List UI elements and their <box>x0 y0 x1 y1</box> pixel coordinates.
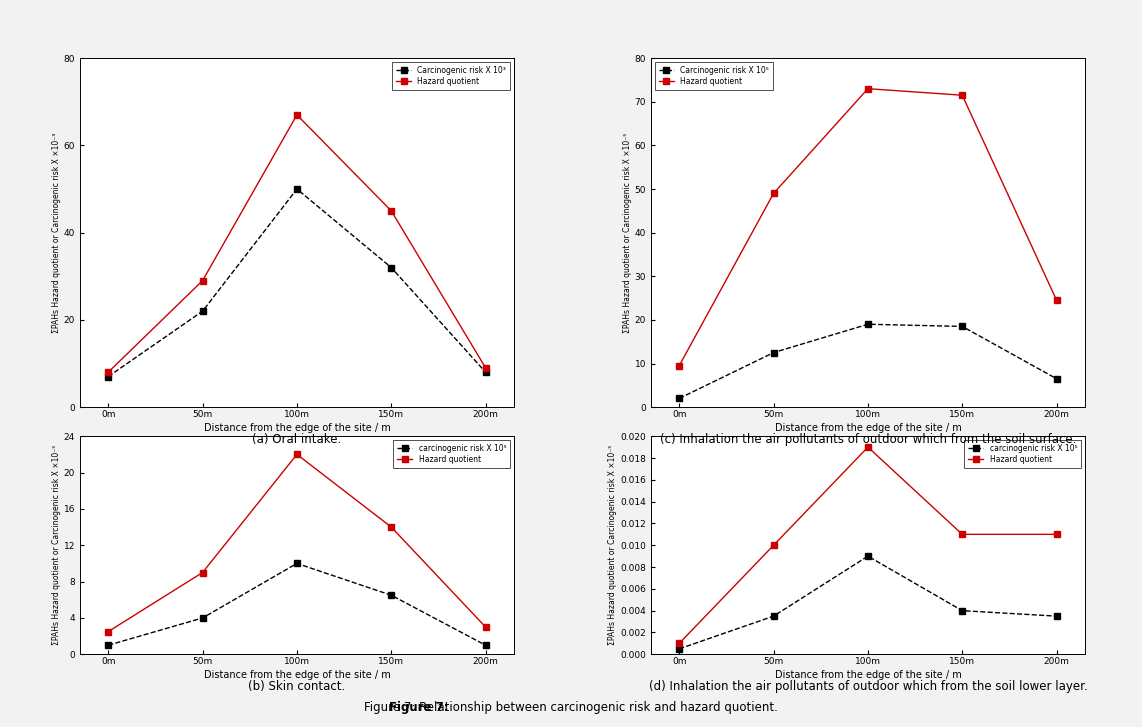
carcinogenic risk X 10⁵ <box>861 552 875 561</box>
Hazard quotient <box>956 530 970 539</box>
carcinogenic risk X 10⁵ <box>1049 611 1063 620</box>
Hazard quotient <box>1049 530 1063 539</box>
X-axis label: Distance from the edge of the site / m: Distance from the edge of the site / m <box>774 423 962 433</box>
Carcinogenic risk X 10⁵ <box>861 320 875 329</box>
Hazard quotient <box>385 523 399 531</box>
Text: (a) Oral intake.: (a) Oral intake. <box>252 433 341 446</box>
Hazard quotient <box>102 368 115 377</box>
Hazard quotient <box>1049 296 1063 305</box>
carcinogenic risk X 10⁵ <box>385 591 399 600</box>
Hazard quotient <box>766 189 780 198</box>
Line: Hazard quotient: Hazard quotient <box>676 86 1060 369</box>
Hazard quotient <box>861 443 875 451</box>
Legend: carcinogenic risk X 10⁵, Hazard quotient: carcinogenic risk X 10⁵, Hazard quotient <box>393 440 510 468</box>
Carcinogenic risk X 10⁵ <box>956 322 970 331</box>
Hazard quotient <box>290 111 304 119</box>
Carcinogenic risk X 10³ <box>290 185 304 193</box>
Line: Hazard quotient: Hazard quotient <box>105 451 489 635</box>
Legend: carcinogenic risk X 10⁵, Hazard quotient: carcinogenic risk X 10⁵, Hazard quotient <box>964 440 1081 468</box>
Carcinogenic risk X 10³ <box>385 263 399 272</box>
Hazard quotient <box>673 361 686 370</box>
Text: (d) Inhalation the air pollutants of outdoor which from the soil lower layer.: (d) Inhalation the air pollutants of out… <box>649 680 1087 693</box>
X-axis label: Distance from the edge of the site / m: Distance from the edge of the site / m <box>774 670 962 680</box>
X-axis label: Distance from the edge of the site / m: Distance from the edge of the site / m <box>203 670 391 680</box>
Hazard quotient <box>766 541 780 550</box>
Carcinogenic risk X 10³ <box>102 372 115 381</box>
Line: carcinogenic risk X 10⁵: carcinogenic risk X 10⁵ <box>105 561 489 648</box>
X-axis label: Distance from the edge of the site / m: Distance from the edge of the site / m <box>203 423 391 433</box>
Y-axis label: ΣPAHs Hazard quotient or Carcinogenic risk X ×10⁻³: ΣPAHs Hazard quotient or Carcinogenic ri… <box>51 132 61 333</box>
carcinogenic risk X 10⁵ <box>478 641 492 650</box>
Hazard quotient <box>861 84 875 93</box>
Y-axis label: ΣPAHs Hazard quotient or Carcinogenic risk X ×10⁻⁵: ΣPAHs Hazard quotient or Carcinogenic ri… <box>622 132 632 333</box>
Legend: Carcinogenic risk X 10⁵, Hazard quotient: Carcinogenic risk X 10⁵, Hazard quotient <box>654 62 773 90</box>
carcinogenic risk X 10⁵ <box>766 611 780 620</box>
Line: Hazard quotient: Hazard quotient <box>676 444 1060 646</box>
carcinogenic risk X 10⁵ <box>195 614 209 622</box>
Carcinogenic risk X 10³ <box>195 307 209 316</box>
Hazard quotient <box>195 276 209 285</box>
Hazard quotient <box>290 450 304 459</box>
Legend: Carcinogenic risk X 10³, Hazard quotient: Carcinogenic risk X 10³, Hazard quotient <box>392 62 510 90</box>
Hazard quotient <box>102 627 115 636</box>
Carcinogenic risk X 10⁵ <box>766 348 780 357</box>
Hazard quotient <box>195 569 209 577</box>
Hazard quotient <box>478 364 492 372</box>
carcinogenic risk X 10⁵ <box>102 641 115 650</box>
Y-axis label: ΣPAHs Hazard quotient or Carcinogenic risk X ×10⁻⁵: ΣPAHs Hazard quotient or Carcinogenic ri… <box>51 445 61 646</box>
Hazard quotient <box>673 639 686 648</box>
Line: Carcinogenic risk X 10³: Carcinogenic risk X 10³ <box>105 186 489 379</box>
Hazard quotient <box>385 206 399 215</box>
Hazard quotient <box>478 622 492 631</box>
Text: Figure 7:: Figure 7: <box>389 701 449 714</box>
carcinogenic risk X 10⁵ <box>290 559 304 568</box>
Carcinogenic risk X 10⁵ <box>673 394 686 403</box>
Carcinogenic risk X 10⁵ <box>1049 374 1063 383</box>
Text: (b) Skin contact.: (b) Skin contact. <box>248 680 346 693</box>
carcinogenic risk X 10⁵ <box>956 606 970 615</box>
Carcinogenic risk X 10³ <box>478 368 492 377</box>
carcinogenic risk X 10⁵ <box>673 644 686 653</box>
Line: Carcinogenic risk X 10⁵: Carcinogenic risk X 10⁵ <box>676 321 1060 401</box>
Hazard quotient <box>956 91 970 100</box>
Line: Hazard quotient: Hazard quotient <box>105 112 489 375</box>
Text: Figure 7: Relationship between carcinogenic risk and hazard quotient.: Figure 7: Relationship between carcinoge… <box>364 701 778 714</box>
Line: carcinogenic risk X 10⁵: carcinogenic risk X 10⁵ <box>676 553 1060 651</box>
Y-axis label: ΣPAHs Hazard quotient or Carcinogenic risk X ×10⁻⁵: ΣPAHs Hazard quotient or Carcinogenic ri… <box>609 445 618 646</box>
Text: (c) Inhalation the air pollutants of outdoor which from the soil surface.: (c) Inhalation the air pollutants of out… <box>660 433 1076 446</box>
